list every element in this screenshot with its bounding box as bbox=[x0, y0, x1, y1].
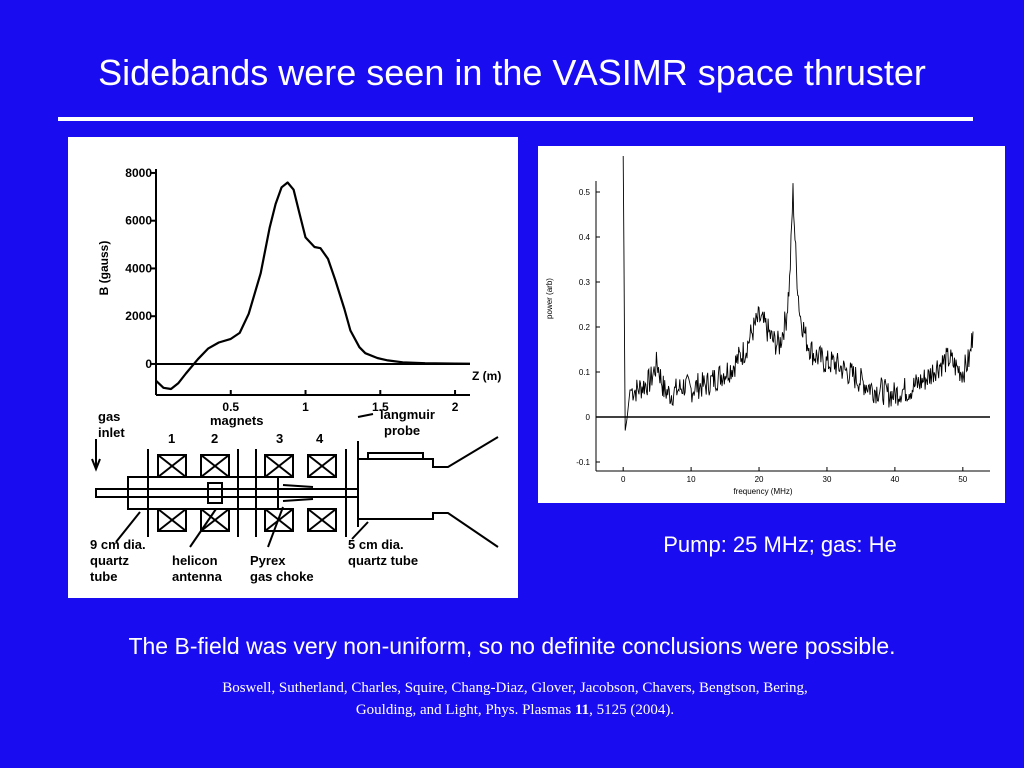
magnet-1 bbox=[157, 454, 187, 532]
y-tick-label: -0.1 bbox=[576, 458, 590, 467]
citation-line-2-end: , 5125 (2004). bbox=[589, 702, 675, 718]
citation-line-1: Boswell, Sutherland, Charles, Squire, Ch… bbox=[222, 680, 808, 696]
y-axis-label: B (gauss) bbox=[97, 241, 111, 296]
label-probe: probe bbox=[384, 423, 420, 438]
y-tick-label: 0.1 bbox=[579, 368, 591, 377]
x-axis-label: Z (m) bbox=[472, 369, 501, 383]
label-tube: tube bbox=[90, 569, 117, 584]
x-tick-label: 1 bbox=[302, 400, 309, 414]
magnet-number-4: 4 bbox=[316, 431, 324, 446]
power-spectrum-trace bbox=[622, 155, 974, 431]
y-tick-label: 6000 bbox=[125, 214, 152, 228]
pump-caption: Pump: 25 MHz; gas: He bbox=[663, 532, 897, 557]
label-quartz-tube: quartz tube bbox=[348, 553, 418, 568]
y-tick-label: 0.5 bbox=[579, 188, 591, 197]
label-magnets: magnets bbox=[210, 413, 263, 428]
langmuir-probe bbox=[367, 452, 424, 460]
x-tick-label: 50 bbox=[958, 475, 967, 484]
label-gas-choke: gas choke bbox=[250, 569, 314, 584]
magnet-4 bbox=[307, 454, 337, 532]
label-gas: gas bbox=[98, 409, 120, 424]
y-tick-label: 0.4 bbox=[579, 233, 591, 242]
y-tick-label: 0.3 bbox=[579, 278, 591, 287]
magnet-number-1: 1 bbox=[168, 431, 175, 446]
label-helicon: helicon bbox=[172, 553, 218, 568]
y-tick-label: 4000 bbox=[125, 261, 152, 275]
x-tick-label: 1.5 bbox=[372, 400, 389, 414]
label-pyrex: Pyrex bbox=[250, 553, 286, 568]
citation: Boswell, Sutherland, Charles, Squire, Ch… bbox=[0, 677, 1024, 721]
b-field-chart: 0 2000 4000 6000 8000 0.5 1 1.5 2 Z (m) B (gauss) bbox=[90, 166, 501, 584]
b-field-curve bbox=[155, 181, 471, 391]
device-schematic bbox=[91, 413, 499, 548]
slide-title: Sidebands were seen in the VASIMR space … bbox=[98, 52, 926, 93]
label-langmuir: langmuir bbox=[380, 407, 435, 422]
label-inlet: inlet bbox=[98, 425, 125, 440]
citation-line-2: Goulding, and Light, Phys. Plasmas bbox=[355, 702, 575, 718]
x-tick-label: 30 bbox=[823, 475, 832, 484]
label-9cm: 9 cm dia. bbox=[90, 537, 146, 552]
schematic-labels: gas inlet magnets 1 2 3 4 langmuir probe… bbox=[90, 407, 435, 584]
label-antenna: antenna bbox=[172, 569, 223, 584]
x-tick-label: 0 bbox=[621, 475, 626, 484]
x-tick-label: 10 bbox=[687, 475, 696, 484]
x-tick-label: 2 bbox=[452, 400, 459, 414]
helicon-antenna bbox=[207, 482, 223, 504]
probe-arrow bbox=[357, 413, 374, 418]
magnet-2 bbox=[200, 454, 230, 532]
label-5cm: 5 cm dia. bbox=[348, 537, 404, 552]
exhaust-wall-bottom bbox=[358, 512, 499, 548]
x-tick-label: 40 bbox=[890, 475, 899, 484]
x-tick-label: 0.5 bbox=[222, 400, 239, 414]
title-underline bbox=[58, 117, 973, 121]
citation-volume: 11 bbox=[574, 702, 590, 718]
b-field-figure: 0 2000 4000 6000 8000 0.5 1 1.5 2 Z (m) B (gauss) bbox=[68, 137, 518, 598]
power-spectrum-chart: -0.1 0 0.1 0.2 0.3 0.4 0.5 0 10 20 30 40 50 frequency… bbox=[545, 155, 990, 496]
pyrex-gas-choke bbox=[282, 484, 314, 488]
y-tick-label: 8000 bbox=[125, 166, 152, 180]
y-tick-label: 0 bbox=[586, 413, 591, 422]
magnet-number-3: 3 bbox=[276, 431, 283, 446]
y-tick-label: 0 bbox=[145, 357, 152, 371]
x-axis-label: frequency (MHz) bbox=[733, 487, 792, 496]
spectrum-figure: -0.1 0 0.1 0.2 0.3 0.4 0.5 0 10 20 30 40 50 frequency… bbox=[538, 146, 1005, 503]
y-tick-label: 0.2 bbox=[579, 323, 591, 332]
y-tick-label: 2000 bbox=[125, 309, 152, 323]
conclusion-note: The B-field was very non-uniform, so no … bbox=[128, 633, 896, 659]
magnet-number-2: 2 bbox=[211, 431, 218, 446]
gas-inlet-pipe bbox=[95, 488, 129, 498]
y-axis-label: power (arb) bbox=[545, 278, 554, 319]
x-tick-label: 20 bbox=[755, 475, 764, 484]
label-quartz: quartz bbox=[90, 553, 130, 568]
